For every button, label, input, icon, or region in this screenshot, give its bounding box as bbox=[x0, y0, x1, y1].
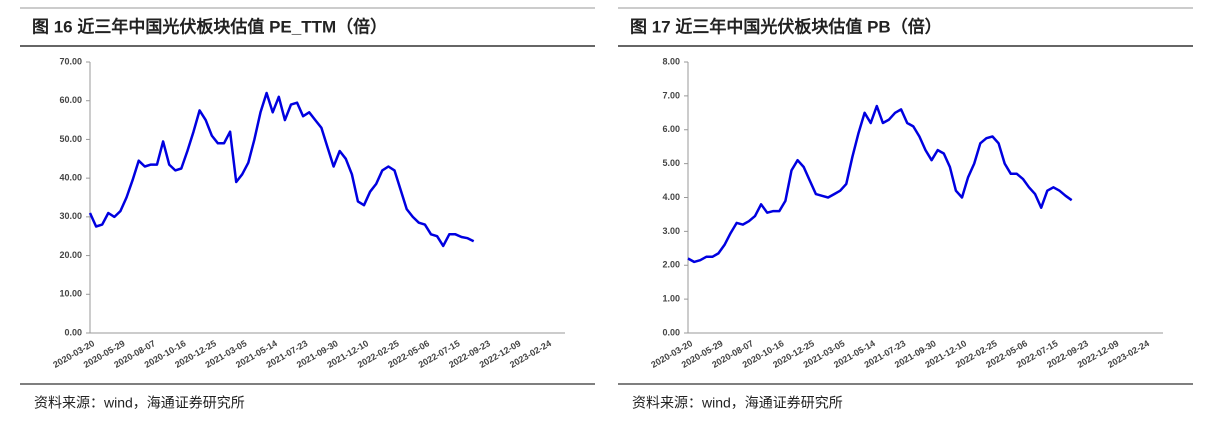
y-tick-label: 0.00 bbox=[64, 327, 82, 337]
y-tick-label: 6.00 bbox=[662, 124, 680, 134]
y-tick-label: 40.00 bbox=[59, 173, 82, 183]
y-tick-label: 7.00 bbox=[662, 90, 680, 100]
y-tick-label: 3.00 bbox=[662, 226, 680, 236]
y-tick-label: 70.00 bbox=[59, 56, 82, 66]
source-note: 资料来源：wind，海通证券研究所 bbox=[632, 395, 843, 411]
y-tick-label: 8.00 bbox=[662, 56, 680, 66]
y-tick-label: 0.00 bbox=[662, 327, 680, 337]
source-note: 资料来源：wind，海通证券研究所 bbox=[34, 395, 245, 411]
y-tick-label: 10.00 bbox=[59, 289, 82, 299]
y-tick-label: 4.00 bbox=[662, 192, 680, 202]
y-tick-label: 30.00 bbox=[59, 211, 82, 221]
y-tick-label: 2.00 bbox=[662, 260, 680, 270]
y-tick-label: 20.00 bbox=[59, 250, 82, 260]
chart-title: 图 16 近三年中国光伏板块估值 PE_TTM（倍） bbox=[32, 16, 387, 36]
y-tick-label: 60.00 bbox=[59, 95, 82, 105]
y-tick-label: 5.00 bbox=[662, 158, 680, 168]
chart-title: 图 17 近三年中国光伏板块估值 PB（倍） bbox=[630, 16, 942, 36]
y-tick-label: 50.00 bbox=[59, 134, 82, 144]
y-tick-label: 1.00 bbox=[662, 294, 680, 304]
line-series bbox=[88, 91, 475, 248]
line-series bbox=[687, 104, 1073, 264]
